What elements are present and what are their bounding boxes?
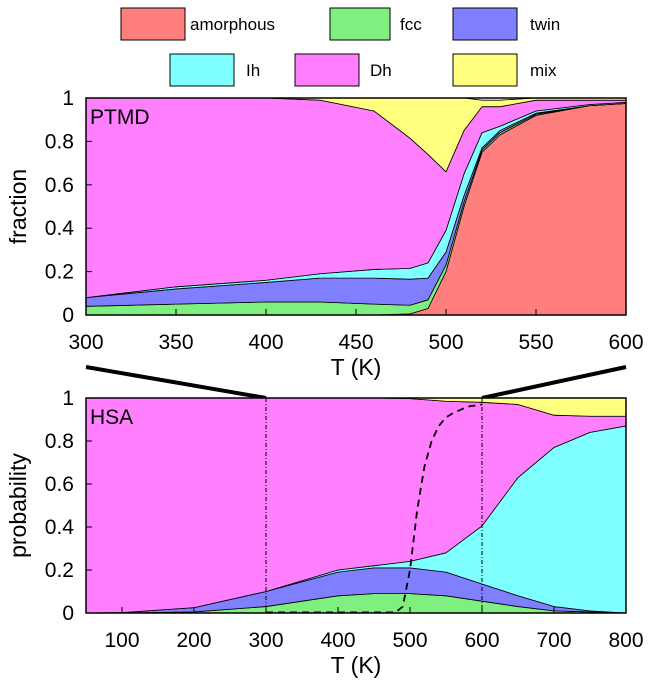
zoom-connector-right	[481, 365, 627, 400]
legend-label: Dh	[370, 61, 392, 80]
x-tick-label: 800	[608, 629, 643, 652]
legend-item-fcc: fcc	[329, 7, 422, 41]
y-tick-label: 0.4	[45, 516, 75, 539]
x-tick-label: 100	[104, 629, 139, 652]
legend-swatch	[294, 53, 360, 87]
x-tick-label: 550	[518, 331, 553, 354]
x-tick-label: 350	[158, 331, 193, 354]
legend-item-dh: Dh	[294, 53, 392, 87]
x-tick-label: 450	[338, 331, 373, 354]
legend: amorphous fcc twin Ih Dh mix	[120, 7, 560, 87]
hsa-panel: 100 200 300 400 500 600 700 800 0 0.2 0.4 0.6 0.8 1 T …	[5, 387, 644, 678]
x-axis-label: T (K)	[331, 354, 382, 380]
x-tick-label: 400	[320, 629, 355, 652]
legend-swatch	[452, 7, 518, 41]
legend-label: Ih	[246, 61, 260, 80]
panel-label: PTMD	[90, 106, 150, 129]
legend-item-twin: twin	[452, 7, 560, 41]
x-tick-label: 500	[428, 331, 463, 354]
legend-swatch	[120, 7, 186, 41]
panel-label: HSA	[90, 406, 133, 429]
dashed-line	[266, 403, 483, 614]
y-tick-label: 0	[62, 304, 74, 327]
y-tick-label: 0.6	[45, 174, 74, 197]
x-tick-label: 200	[176, 629, 211, 652]
legend-label: amorphous	[190, 15, 275, 34]
legend-item-ih: Ih	[169, 53, 260, 87]
y-tick-label: 1	[62, 387, 74, 410]
x-tick-label: 600	[608, 331, 643, 354]
legend-item-mix: mix	[452, 53, 557, 87]
legend-label: twin	[530, 15, 560, 34]
y-axis-label: fraction	[5, 169, 31, 244]
y-tick-label: 0.2	[45, 559, 74, 582]
y-tick-label: 0.8	[45, 430, 74, 453]
legend-swatch	[452, 53, 518, 87]
legend-label: mix	[530, 61, 557, 80]
zoom-connectors	[85, 365, 627, 400]
x-axis-label: T (K)	[331, 652, 382, 678]
y-tick-label: 0.4	[45, 217, 75, 240]
legend-item-amorphous: amorphous	[120, 7, 275, 41]
y-tick-label: 0.2	[45, 261, 74, 284]
y-tick-label: 1	[62, 87, 74, 110]
y-axis-label: probability	[5, 453, 31, 558]
legend-swatch	[329, 7, 391, 41]
plot-frame	[85, 397, 627, 614]
legend-swatch	[169, 53, 235, 87]
zoom-connector-left	[85, 365, 267, 400]
x-tick-label: 300	[248, 629, 283, 652]
x-tick-label: 500	[392, 629, 427, 652]
y-tick-label: 0.6	[45, 473, 74, 496]
y-tick-label: 0.8	[45, 130, 74, 153]
y-tick-label: 0	[62, 602, 74, 625]
ptmd-panel: 300 350 400 450 500 550 600 0 0.2 0.4 0.6 0.8 1 T (K)…	[5, 87, 644, 380]
x-tick-label: 400	[248, 331, 283, 354]
legend-label: fcc	[400, 15, 422, 34]
x-tick-label: 700	[536, 629, 571, 652]
x-tick-label: 600	[464, 629, 499, 652]
x-tick-label: 300	[68, 331, 103, 354]
